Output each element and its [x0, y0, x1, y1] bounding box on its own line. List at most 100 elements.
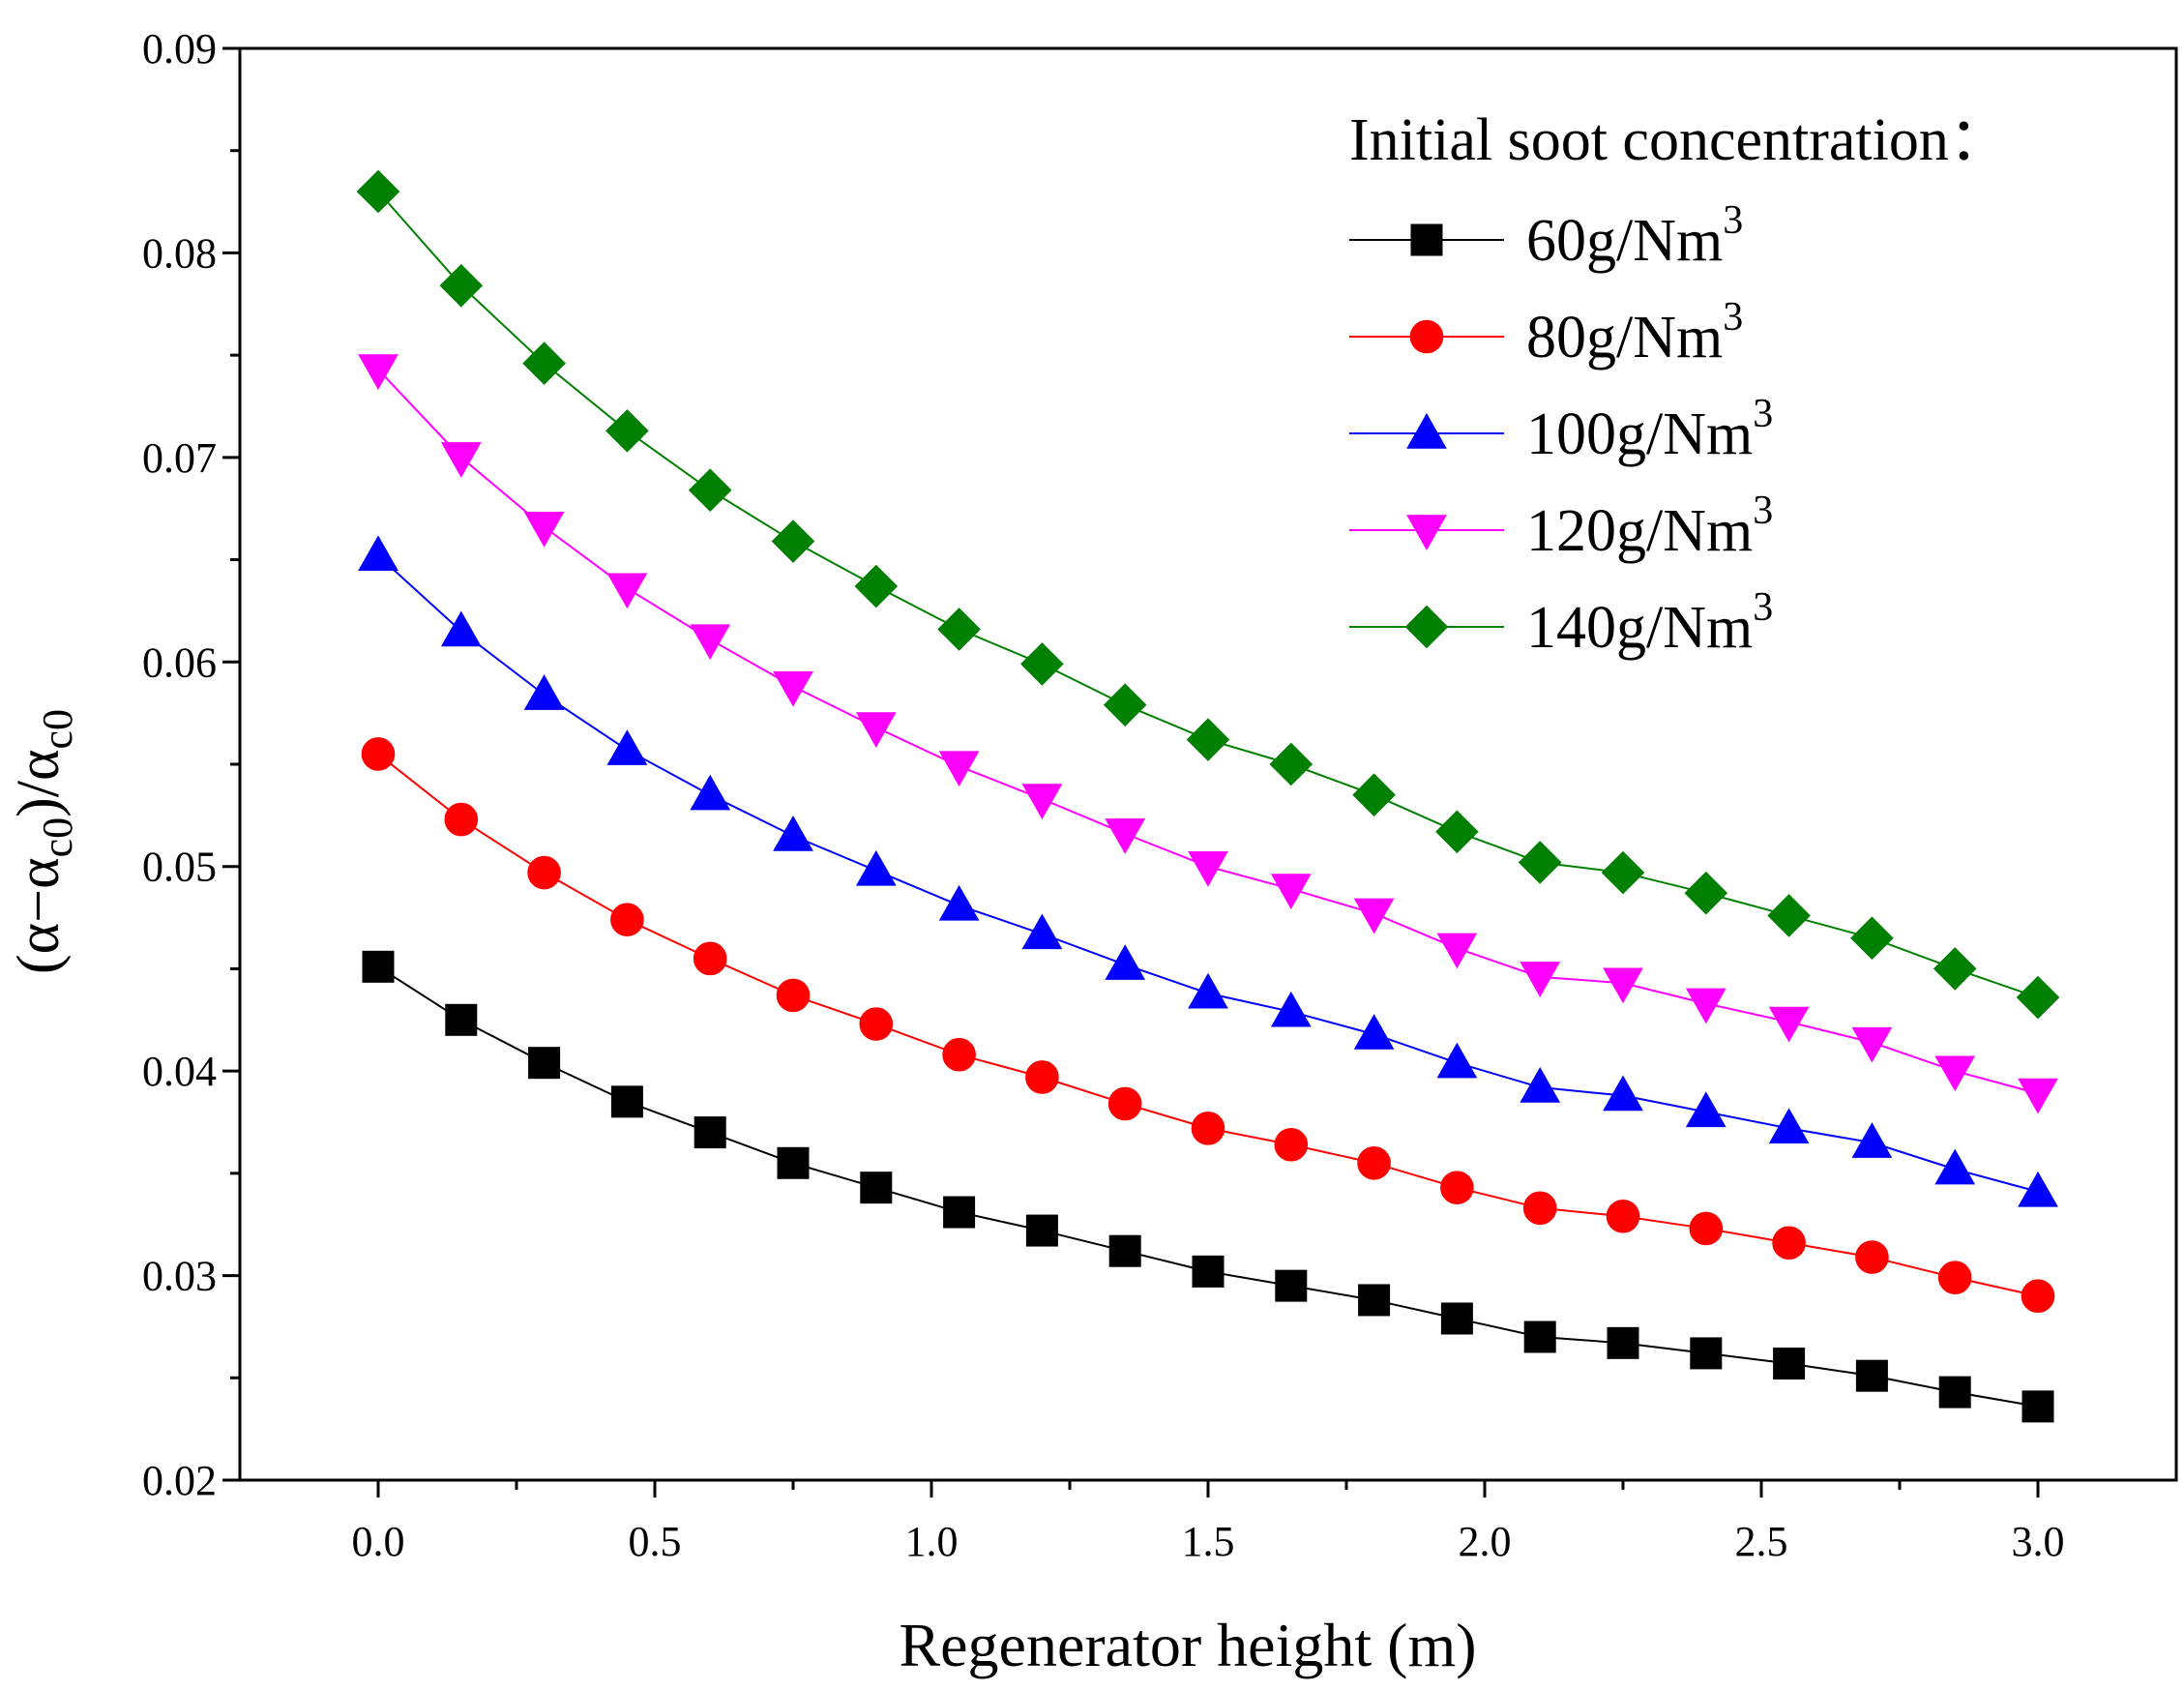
data-point [1358, 1284, 1391, 1317]
data-point [523, 674, 565, 710]
data-point [2021, 1279, 2055, 1314]
legend: Initial soot concentration：60g/Nm380g/Nm… [1349, 107, 2009, 661]
data-point [693, 941, 727, 976]
legend-label-unit: 60g/Nm [1526, 208, 1723, 274]
data-point [1937, 1261, 1972, 1294]
data-point [1107, 1086, 1142, 1121]
data-point [1773, 1347, 1806, 1380]
data-point [1851, 1122, 1893, 1158]
data-point [1934, 1148, 1976, 1185]
series-2 [361, 737, 2055, 1314]
data-point [855, 849, 897, 886]
data-point [523, 512, 565, 548]
data-point [1103, 683, 1147, 727]
data-point [439, 263, 484, 308]
data-point [358, 535, 398, 572]
data-point [610, 1085, 643, 1118]
data-point [1188, 972, 1228, 1009]
data-point [444, 802, 479, 837]
legend-item: 100g/Nm3 [1349, 392, 1773, 467]
data-point [776, 978, 811, 1013]
data-point [2016, 975, 2060, 1020]
axis-ticks: 0.0 0.5 1.0 1.5 2.0 2.5 3.0 0.02 0.03 0.04 0.05 0.0… [142, 25, 2065, 1565]
series-layer [356, 169, 2060, 1423]
data-point [610, 903, 644, 936]
data-point [356, 169, 400, 214]
data-point [606, 729, 648, 765]
data-point [1522, 1191, 1557, 1226]
y-tick-label: 0.05 [142, 844, 217, 891]
series-5 [356, 169, 2060, 1020]
y-tick-label: 0.03 [142, 1253, 217, 1300]
data-point [1353, 1014, 1395, 1050]
data-point [528, 1047, 561, 1080]
legend-item: 140g/Nm3 [1349, 585, 1773, 661]
data-point [1685, 988, 1727, 1024]
data-point [362, 950, 395, 983]
data-point [2022, 1390, 2054, 1423]
x-tick-label: 1.0 [905, 1518, 959, 1565]
data-point [1934, 1055, 1976, 1092]
data-point [1188, 851, 1228, 887]
data-point [527, 855, 561, 890]
data-point [688, 468, 732, 512]
data-point [771, 519, 815, 563]
data-point [1603, 1075, 1643, 1112]
y-label-sub1: c0 [34, 817, 81, 858]
x-tick-label: 1.5 [1182, 1518, 1235, 1565]
data-point [358, 354, 398, 390]
data-point [1105, 944, 1146, 980]
legend-label-superscript: 3 [1753, 392, 1773, 436]
data-point [1855, 1240, 1889, 1274]
y-label-mid: )/α [6, 750, 72, 817]
data-point [1767, 894, 1811, 937]
data-point [606, 573, 648, 609]
data-point [361, 737, 396, 771]
data-point [690, 624, 731, 661]
data-point [694, 1116, 726, 1149]
data-point [1270, 991, 1312, 1027]
legend-label: 100g/Nm3 [1526, 392, 1773, 467]
data-point [860, 1172, 893, 1204]
data-point [1274, 1127, 1309, 1162]
data-point [1606, 1199, 1640, 1233]
legend-label-unit: 100g/Nm [1526, 401, 1753, 467]
y-tick-label: 0.09 [142, 25, 217, 73]
legend-label: 60g/Nm3 [1526, 198, 1743, 274]
data-point [1404, 605, 1449, 649]
data-point [1406, 515, 1447, 551]
y-label-sub2: c0 [34, 709, 81, 750]
data-point [1021, 784, 1063, 819]
y-tick-label: 0.02 [142, 1457, 217, 1504]
data-point [773, 670, 813, 707]
y-label-open: (α−α [6, 857, 72, 974]
data-point [1689, 1211, 1724, 1246]
data-point [855, 712, 897, 748]
data-point [1772, 1226, 1806, 1261]
data-point [1357, 1145, 1391, 1180]
x-tick-label: 0.0 [352, 1518, 405, 1565]
data-point [1440, 1171, 1474, 1204]
data-point [1353, 898, 1395, 934]
legend-label-unit: 120g/Nm [1526, 498, 1753, 564]
data-point [1523, 1320, 1556, 1353]
x-tick-label: 2.0 [1459, 1518, 1512, 1565]
x-axis-label: Regenerator height (m) [899, 1611, 1476, 1679]
data-point [942, 1037, 976, 1072]
legend-label-superscript: 3 [1753, 489, 1773, 533]
data-point [1270, 874, 1312, 909]
y-axis-label: (α−αc0)/αc0 [6, 709, 81, 974]
data-point [1352, 773, 1396, 817]
legend-label: 140g/Nm3 [1526, 585, 1773, 661]
data-point [1518, 841, 1562, 884]
data-point [1020, 642, 1064, 686]
data-point [1191, 1112, 1225, 1145]
data-point [1850, 916, 1894, 961]
x-tick-label: 0.5 [629, 1518, 682, 1565]
legend-label-superscript: 3 [1723, 198, 1743, 243]
data-point [1410, 223, 1443, 256]
legend-item: 120g/Nm3 [1349, 489, 1773, 564]
data-point [773, 815, 813, 851]
data-point [938, 884, 980, 921]
data-point [605, 409, 649, 453]
